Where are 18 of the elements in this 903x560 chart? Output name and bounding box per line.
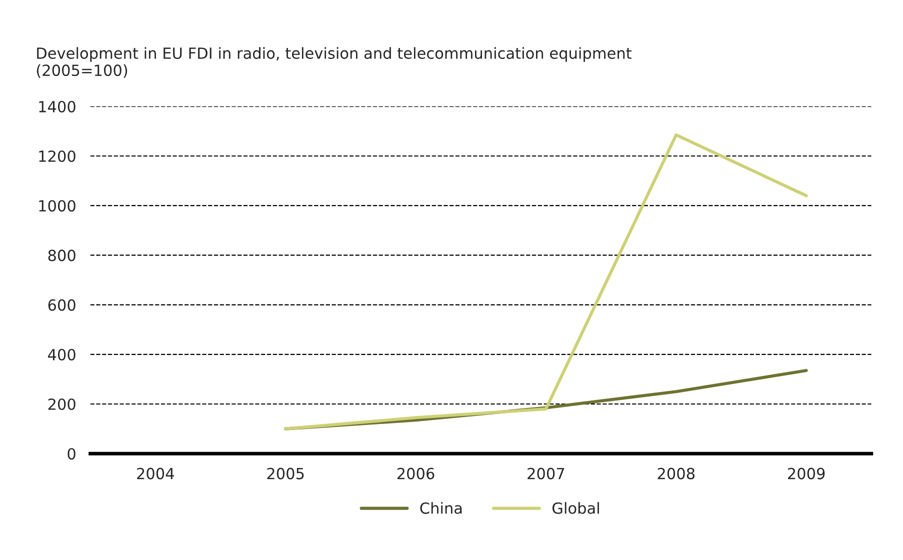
- x-tick-label: 2008: [658, 468, 695, 480]
- x-tick-label: 2006: [397, 468, 434, 480]
- x-tick-label: 2007: [528, 468, 564, 480]
- y-tick-label: 400: [48, 348, 76, 360]
- x-tick-label: 2009: [788, 468, 825, 480]
- line-series: [284, 133, 808, 430]
- x-tick-label: 2004: [137, 468, 174, 480]
- chart-title: Development in EU FDI in radio, television and telecommunication equipment (2005=100): [36, 47, 632, 78]
- y-tick-label: 1200: [39, 150, 76, 162]
- y-tick-label: 800: [48, 250, 76, 262]
- y-tick-label: 0: [68, 448, 76, 460]
- legend-label: Global: [552, 502, 599, 514]
- y-tick-label: 1000: [39, 200, 76, 212]
- y-tick-label: 600: [48, 299, 76, 311]
- x-tick-label: 2005: [267, 468, 304, 480]
- y-tick-label: 1400: [39, 100, 76, 112]
- legend-label: China: [420, 502, 462, 514]
- y-tick-label: 200: [48, 398, 76, 410]
